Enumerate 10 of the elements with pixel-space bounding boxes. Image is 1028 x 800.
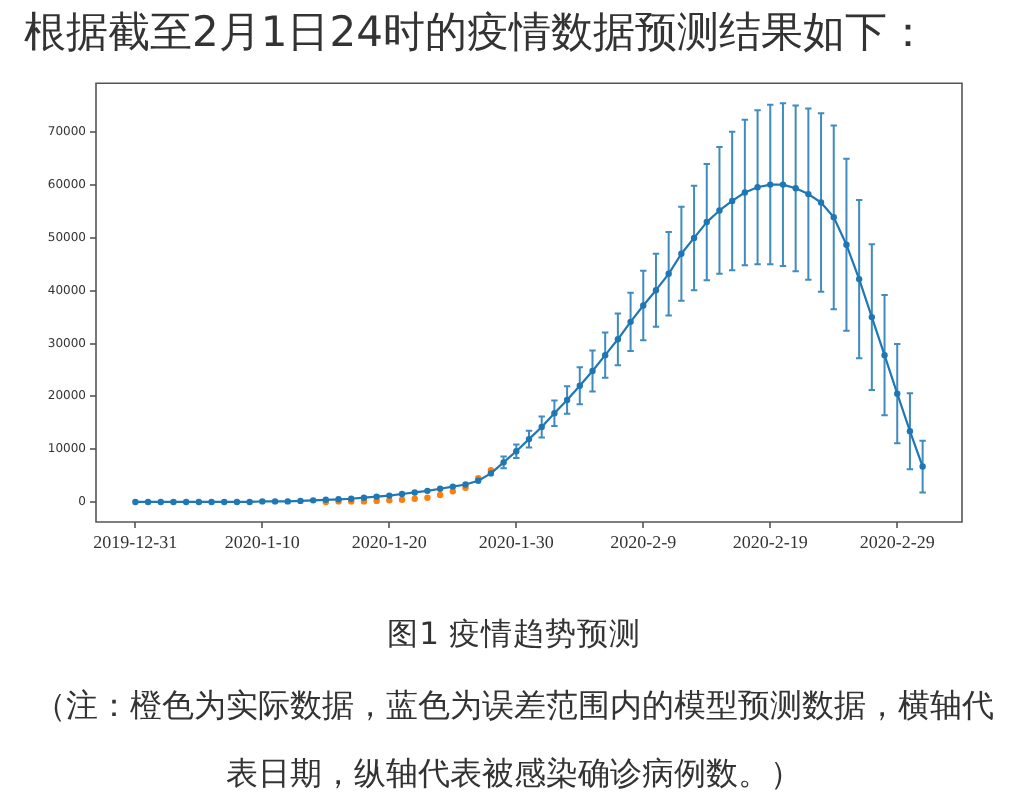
text: （注：橙色为实际数据，蓝色为误差范围内的模型预测数据，横轴代表日期，纵轴代表被感染确诊病例数。） — [34, 684, 994, 796]
x-tick-label: 2020-1-30 — [478, 531, 555, 552]
x-tick-label: 2020-1-20 — [351, 531, 428, 552]
x-tick-label: 2020-2-19 — [732, 531, 809, 552]
x-tick-label: 2020-1-10 — [224, 531, 301, 552]
x-tick-label: 2019-12-31 — [93, 531, 178, 552]
caption: 图1 疫情趋势预测 — [385, 614, 643, 656]
chart-title: 根据截至2月1日24时的疫情数据预测结果如下： — [24, 6, 929, 60]
x-tick-label: 2020-2-9 — [610, 531, 678, 552]
x-tick-label: 2020-2-29 — [859, 531, 936, 552]
